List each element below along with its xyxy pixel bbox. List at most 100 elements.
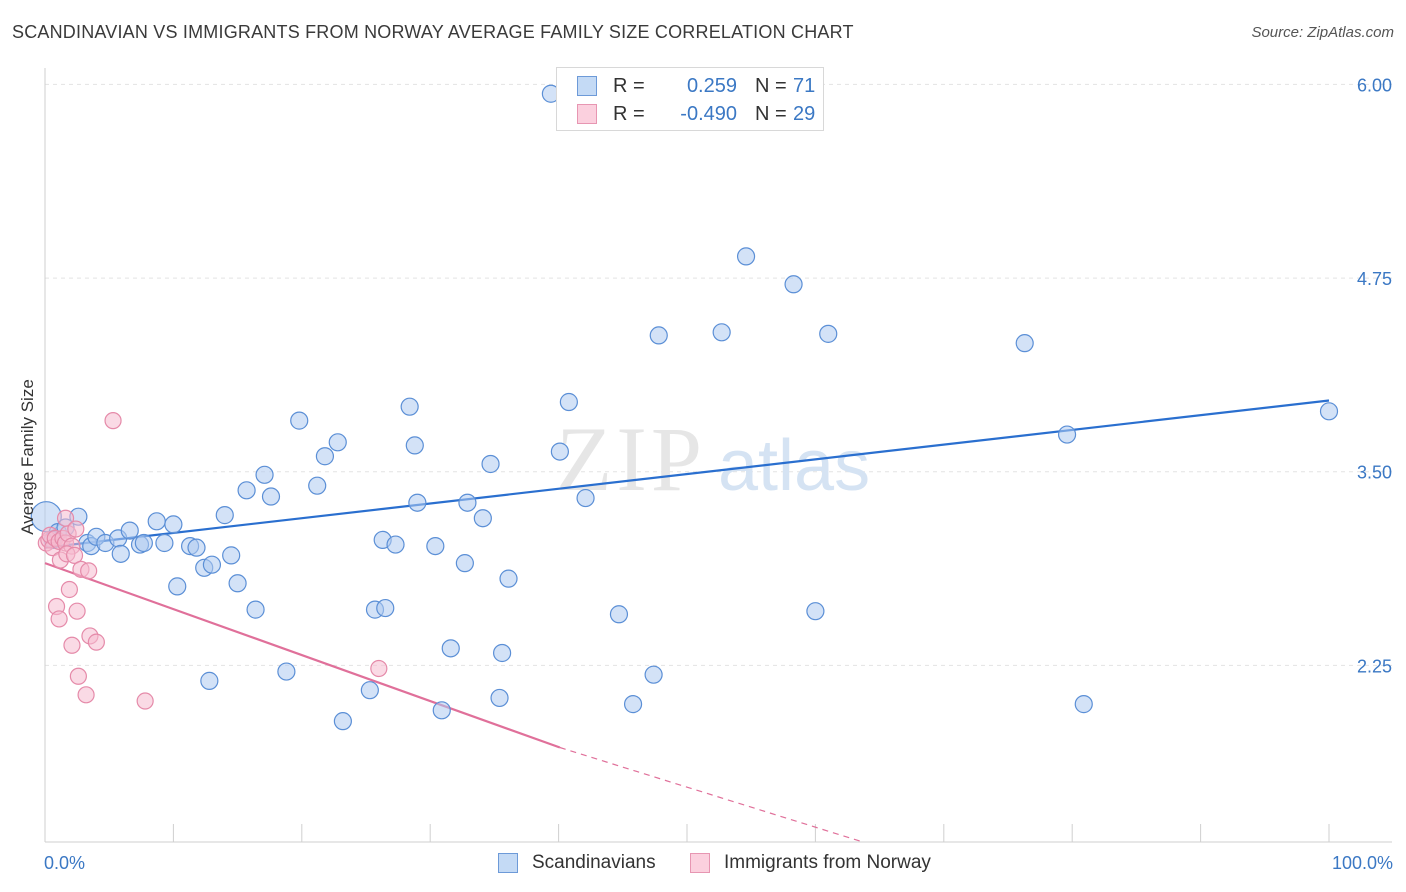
point-norway: [87, 633, 105, 651]
point-scandinavians: [644, 665, 663, 684]
x-tick-label: 100.0%: [1332, 853, 1393, 873]
data-points: [30, 84, 1339, 731]
point-scandinavians: [386, 535, 405, 554]
trend-line-scandinavians: [44, 399, 1330, 549]
y-tick-label: 2.25: [1357, 656, 1392, 676]
pink-swatch: [690, 853, 710, 873]
tick-labels: 2.25 3.50 4.75 6.00 0.0% 100.0%: [44, 75, 1393, 873]
y-tick-label: 6.00: [1357, 75, 1392, 95]
r-value: 0.259: [686, 74, 737, 97]
point-scandinavians: [308, 476, 327, 495]
point-norway: [68, 602, 86, 620]
point-scandinavians: [168, 577, 187, 596]
x-tick-label: 0.0%: [44, 853, 85, 873]
pink-swatch: [577, 104, 597, 124]
point-scandinavians: [458, 493, 477, 512]
stats-row-norway: R = -0.490 N = 29: [577, 101, 815, 127]
source-label: Source: ZipAtlas.com: [1251, 24, 1394, 41]
point-scandinavians: [408, 493, 427, 512]
point-scandinavians: [328, 433, 347, 452]
point-scandinavians: [432, 701, 451, 720]
point-scandinavians: [215, 506, 234, 525]
point-scandinavians: [426, 537, 445, 556]
point-scandinavians: [202, 555, 222, 574]
point-scandinavians: [315, 447, 335, 466]
point-scandinavians: [290, 411, 309, 430]
grid-lines: [45, 83, 1392, 666]
point-scandinavians: [806, 602, 825, 621]
point-scandinavians: [499, 569, 518, 588]
point-scandinavians: [473, 509, 492, 528]
point-norway: [136, 692, 154, 710]
point-scandinavians: [147, 512, 166, 531]
point-scandinavians: [228, 574, 247, 593]
point-norway: [50, 610, 68, 628]
n-label: N =: [755, 74, 787, 97]
point-scandinavians: [333, 712, 352, 731]
point-scandinavians: [376, 598, 395, 618]
blue-swatch: [498, 853, 518, 873]
point-norway: [77, 686, 95, 704]
point-norway: [63, 636, 81, 654]
r-label: R =: [613, 74, 645, 97]
point-norway: [69, 667, 87, 685]
point-scandinavians: [455, 554, 474, 573]
trend-lines: [44, 399, 1330, 843]
point-scandinavians: [441, 639, 460, 658]
point-scandinavians: [819, 324, 838, 343]
trend-line-norway-extension: [559, 746, 864, 843]
point-norway: [65, 546, 84, 564]
n-value: 29: [793, 102, 816, 125]
stats-row-scandinavians: R = 0.259 N = 71: [577, 73, 815, 99]
legend-item-scandinavians[interactable]: Scandinavians: [498, 852, 656, 874]
point-scandinavians: [360, 681, 379, 700]
point-scandinavians: [155, 533, 174, 553]
point-scandinavians: [576, 488, 595, 508]
point-norway: [67, 520, 85, 538]
chart-title: SCANDINAVIAN VS IMMIGRANTS FROM NORWAY A…: [12, 22, 854, 42]
blue-swatch: [577, 76, 597, 96]
point-scandinavians: [187, 538, 206, 557]
legend-item-norway[interactable]: Immigrants from Norway: [690, 852, 931, 874]
point-scandinavians: [493, 643, 512, 663]
point-norway: [104, 412, 122, 430]
point-scandinavians: [490, 688, 509, 708]
point-norway: [370, 659, 388, 678]
watermark: ZIP atlas: [556, 408, 870, 510]
y-tick-label: 3.50: [1357, 463, 1392, 483]
point-scandinavians: [405, 436, 424, 455]
r-value: -0.490: [680, 102, 737, 125]
stats-legend: R = 0.259 N = 71 R = -0.490 N = 29: [556, 67, 824, 131]
r-label: R =: [613, 102, 645, 125]
watermark-atlas: atlas: [718, 426, 870, 506]
point-norway: [60, 580, 78, 599]
n-value: 71: [793, 74, 816, 97]
point-scandinavians: [255, 465, 274, 484]
point-scandinavians: [111, 544, 130, 563]
point-scandinavians: [1057, 425, 1077, 444]
point-scandinavians: [784, 275, 803, 294]
point-scandinavians: [237, 481, 256, 500]
point-scandinavians: [246, 600, 265, 619]
point-scandinavians: [559, 392, 578, 412]
n-label: N =: [755, 102, 787, 125]
point-scandinavians: [164, 515, 183, 534]
point-scandinavians: [200, 671, 219, 690]
point-norway: [56, 509, 75, 527]
point-scandinavians: [134, 533, 153, 553]
trend-line-norway: [44, 562, 561, 749]
point-scandinavians: [277, 662, 296, 681]
legend-label: Immigrants from Norway: [724, 852, 931, 873]
point-scandinavians: [623, 695, 643, 714]
axes: [44, 68, 1392, 843]
y-tick-label: 4.75: [1357, 269, 1392, 289]
point-scandinavians: [120, 521, 139, 540]
point-scandinavians: [400, 397, 419, 416]
point-scandinavians: [261, 487, 281, 506]
point-scandinavians: [736, 247, 756, 266]
y-axis-label: Average Family Size: [18, 379, 37, 535]
point-scandinavians: [649, 326, 668, 345]
point-scandinavians: [222, 546, 241, 565]
point-scandinavians: [1015, 334, 1034, 353]
